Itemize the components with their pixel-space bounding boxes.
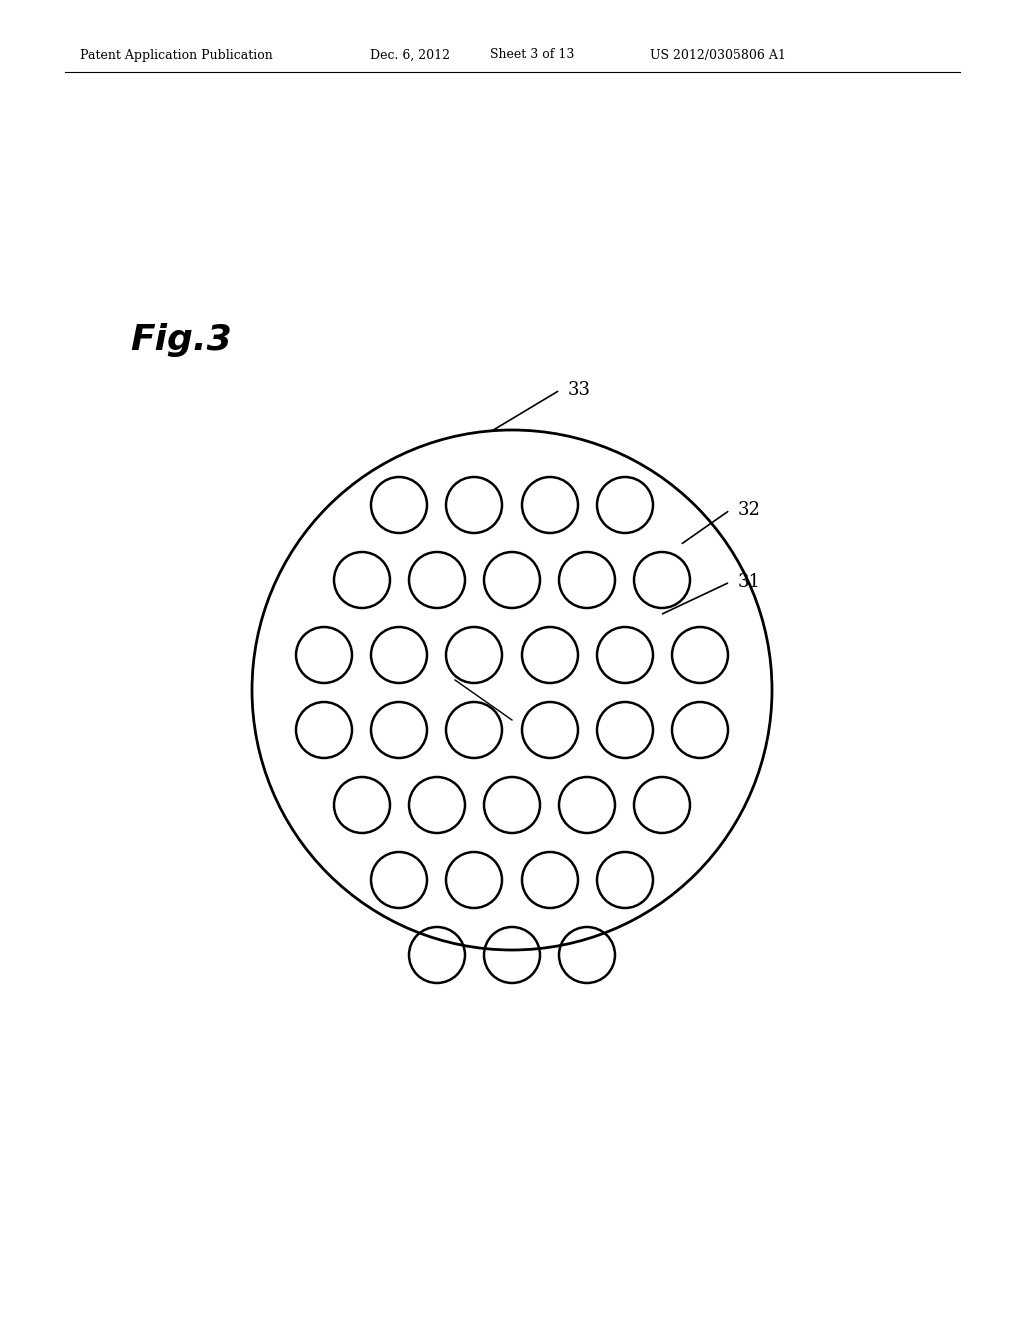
- Text: Sheet 3 of 13: Sheet 3 of 13: [490, 49, 574, 62]
- Text: 32: 32: [738, 502, 761, 519]
- Text: US 2012/0305806 A1: US 2012/0305806 A1: [650, 49, 785, 62]
- Text: Fig.3: Fig.3: [130, 323, 231, 356]
- Text: 31: 31: [738, 573, 761, 591]
- Text: Dec. 6, 2012: Dec. 6, 2012: [370, 49, 450, 62]
- Text: Patent Application Publication: Patent Application Publication: [80, 49, 272, 62]
- Text: 33: 33: [568, 381, 591, 399]
